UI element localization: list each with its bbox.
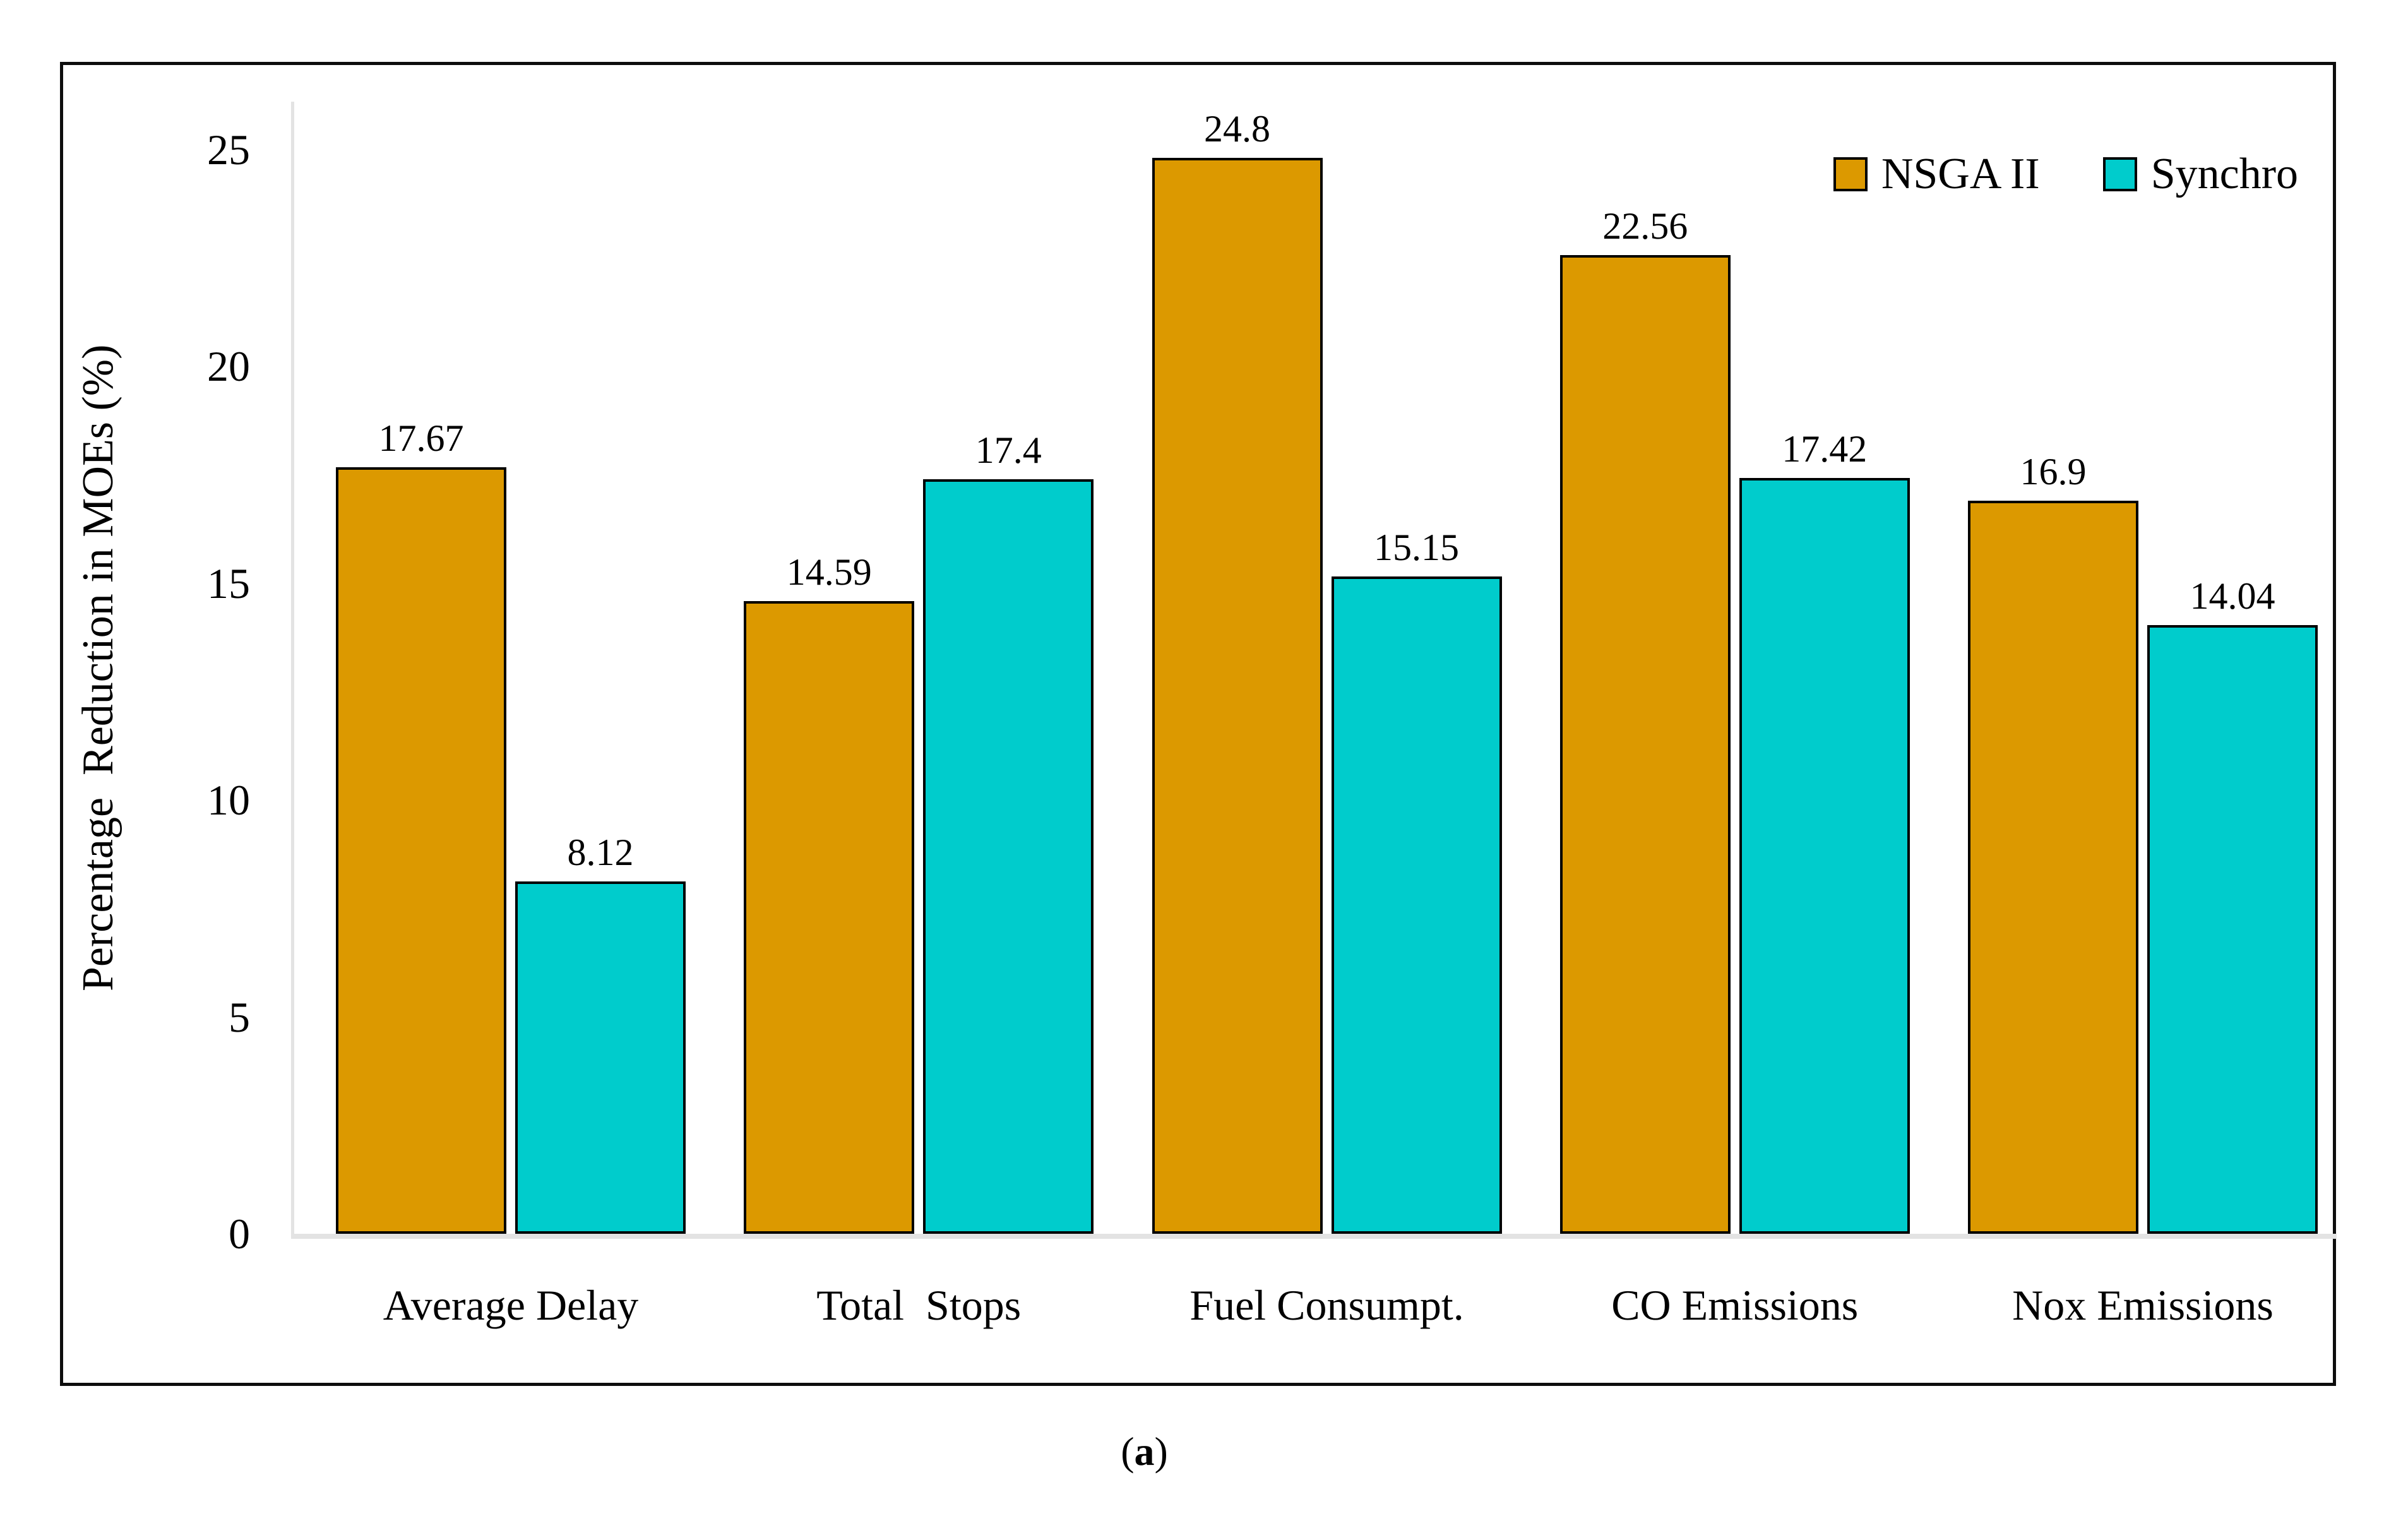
x-axis-label-nox-emissions: Nox Emissions: [2012, 1281, 2274, 1329]
bar-synchro-average-delay: [515, 881, 686, 1234]
legend-swatch-icon-synchro: [2102, 157, 2137, 191]
y-tick-label-10: 10: [207, 776, 250, 825]
y-tick-label-20: 20: [207, 342, 250, 391]
bar-group-fuel-consumpt: 24.8 15.15: [1152, 102, 1502, 1234]
bar-value-label: 14.59: [786, 551, 872, 593]
bar-value-label: 17.67: [378, 417, 464, 460]
caption-prefix: (: [1121, 1429, 1135, 1474]
bar-group-co-emissions: 22.56 17.42: [1559, 102, 1910, 1234]
bar-value-label: 14.04: [2190, 575, 2275, 617]
bar-nsga-ii-nox-emissions: [1968, 501, 2138, 1234]
bar-value-label: 16.9: [2020, 451, 2087, 493]
plot-area: [291, 102, 2337, 1239]
x-axis-labels: Average Delay Total Stops Fuel Consumpt. CO…: [294, 1280, 2337, 1330]
barwrap-nsga-ii-fuel-consumpt: 24.8: [1152, 102, 1323, 1234]
legend-swatch-icon-nsga-ii: [1833, 157, 1868, 191]
chart-frame: Percentage Reduction in MOEs (%) 0 5 10 15 2…: [60, 62, 2337, 1386]
bar-synchro-total-stops: [923, 479, 1094, 1234]
y-tick-label-25: 25: [207, 125, 250, 174]
bar-value-label: 22.56: [1602, 205, 1688, 248]
bar-value-label: 15.15: [1374, 527, 1459, 569]
barwrap-synchro-fuel-consumpt: 15.15: [1331, 102, 1502, 1234]
legend-entry-synchro: Synchro: [2102, 150, 2298, 198]
bar-nsga-ii-total-stops: [744, 600, 915, 1234]
bar-group-average-delay: 17.67 8.12: [336, 102, 686, 1234]
bar-group-total-stops: 14.59 17.4: [744, 102, 1094, 1234]
y-tick-label-5: 5: [229, 993, 250, 1041]
legend: NSGA II Synchro: [1833, 152, 2298, 196]
legend-label-synchro: Synchro: [2150, 150, 2298, 198]
caption-suffix: ): [1154, 1429, 1168, 1474]
legend-label-nsga-ii: NSGA II: [1881, 150, 2040, 198]
barwrap-synchro-total-stops: 17.4: [923, 102, 1094, 1234]
barwrap-synchro-nox-emissions: 14.04: [2147, 102, 2318, 1234]
bar-synchro-co-emissions: [1739, 478, 1910, 1234]
x-axis-label-average-delay: Average Delay: [383, 1281, 639, 1329]
barwrap-nsga-ii-total-stops: 14.59: [744, 102, 915, 1234]
legend-entry-nsga-ii: NSGA II: [1833, 152, 2040, 196]
bar-value-label: 8.12: [567, 832, 634, 874]
bar-value-label: 24.8: [1204, 108, 1270, 150]
barwrap-synchro-co-emissions: 17.42: [1739, 102, 1910, 1234]
x-axis-label-fuel-consumpt: Fuel Consumpt.: [1189, 1281, 1464, 1329]
bars-area: 17.67 8.12 14.59 17.4 24.8 15.15 22.56 17.42 16.…: [294, 102, 2337, 1234]
y-axis-ticks: 0 5 10 15 20 25: [63, 102, 250, 1255]
barwrap-nsga-ii-average-delay: 17.67: [336, 102, 506, 1234]
barwrap-nsga-ii-nox-emissions: 16.9: [1968, 102, 2138, 1234]
bar-nsga-ii-co-emissions: [1559, 255, 1731, 1234]
x-axis-label-total-stops: Total Stops: [816, 1281, 1022, 1329]
bar-synchro-fuel-consumpt: [1331, 576, 1502, 1234]
bar-group-nox-emissions: 16.9 14.04: [1968, 102, 2318, 1234]
bar-nsga-ii-average-delay: [336, 467, 506, 1234]
barwrap-nsga-ii-co-emissions: 22.56: [1559, 102, 1731, 1234]
figure-caption: (a): [0, 1428, 2342, 1475]
x-axis-label-co-emissions: CO Emissions: [1611, 1281, 1859, 1329]
y-tick-label-15: 15: [207, 559, 250, 607]
bar-nsga-ii-fuel-consumpt: [1152, 158, 1323, 1234]
bar-value-label: 17.4: [975, 429, 1042, 471]
bar-synchro-nox-emissions: [2147, 624, 2318, 1234]
y-tick-label-0: 0: [229, 1210, 250, 1258]
barwrap-synchro-average-delay: 8.12: [515, 102, 686, 1234]
caption-letter: a: [1134, 1429, 1155, 1474]
bar-value-label: 17.42: [1782, 428, 1868, 470]
